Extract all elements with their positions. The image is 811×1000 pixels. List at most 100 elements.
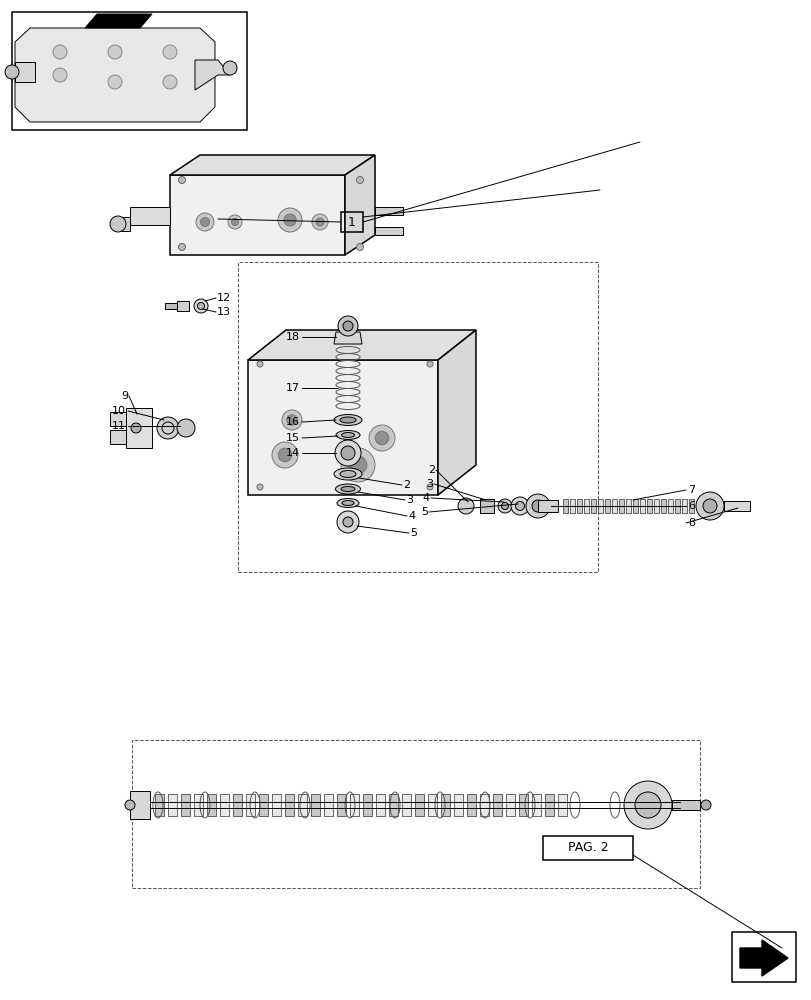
Circle shape — [223, 61, 237, 75]
Text: 3: 3 — [406, 495, 413, 505]
Polygon shape — [639, 499, 644, 513]
Bar — [12, 12, 247, 130]
Circle shape — [286, 415, 297, 425]
Text: 3: 3 — [426, 479, 432, 489]
Circle shape — [623, 781, 672, 829]
Circle shape — [284, 214, 296, 226]
Ellipse shape — [336, 430, 359, 440]
Text: 18: 18 — [285, 332, 299, 342]
Polygon shape — [109, 412, 126, 426]
Circle shape — [700, 800, 710, 810]
Text: 12: 12 — [217, 293, 231, 303]
Polygon shape — [375, 227, 402, 235]
Polygon shape — [177, 301, 189, 311]
Text: 14: 14 — [285, 448, 299, 458]
Circle shape — [131, 423, 141, 433]
Polygon shape — [259, 794, 268, 816]
Polygon shape — [155, 794, 164, 816]
Circle shape — [178, 243, 185, 250]
Polygon shape — [437, 330, 475, 495]
Polygon shape — [590, 499, 595, 513]
Polygon shape — [667, 499, 672, 513]
Circle shape — [342, 321, 353, 331]
Ellipse shape — [333, 414, 362, 426]
Ellipse shape — [341, 432, 354, 438]
Ellipse shape — [335, 484, 360, 494]
Circle shape — [335, 440, 361, 466]
Polygon shape — [618, 499, 623, 513]
Bar — [132, 740, 699, 888]
Polygon shape — [427, 794, 436, 816]
Text: 15: 15 — [285, 433, 299, 443]
Polygon shape — [130, 207, 169, 225]
Polygon shape — [569, 499, 574, 513]
Circle shape — [342, 517, 353, 527]
Polygon shape — [625, 499, 630, 513]
Polygon shape — [646, 499, 651, 513]
Text: 16: 16 — [285, 417, 299, 427]
Circle shape — [356, 243, 363, 250]
Circle shape — [195, 213, 214, 231]
Circle shape — [277, 208, 302, 232]
Polygon shape — [333, 332, 362, 344]
Circle shape — [53, 45, 67, 59]
Circle shape — [125, 800, 135, 810]
Circle shape — [281, 410, 302, 430]
Polygon shape — [130, 791, 150, 819]
Circle shape — [108, 45, 122, 59]
Polygon shape — [337, 794, 345, 816]
Circle shape — [497, 499, 512, 513]
Polygon shape — [577, 499, 581, 513]
Polygon shape — [247, 360, 437, 495]
Bar — [731, 932, 795, 982]
Circle shape — [272, 442, 298, 468]
Polygon shape — [220, 794, 229, 816]
Polygon shape — [120, 217, 130, 231]
Circle shape — [337, 316, 358, 336]
Circle shape — [257, 361, 263, 367]
Polygon shape — [168, 794, 177, 816]
Circle shape — [53, 68, 67, 82]
Circle shape — [200, 218, 209, 227]
Text: 6: 6 — [687, 501, 694, 511]
Polygon shape — [518, 794, 527, 816]
Circle shape — [163, 45, 177, 59]
Circle shape — [177, 419, 195, 437]
Circle shape — [349, 456, 367, 474]
Polygon shape — [350, 794, 358, 816]
Text: 13: 13 — [217, 307, 230, 317]
Polygon shape — [531, 794, 540, 816]
Polygon shape — [674, 499, 679, 513]
Ellipse shape — [337, 498, 358, 508]
Circle shape — [194, 299, 208, 313]
Circle shape — [695, 492, 723, 520]
Polygon shape — [414, 794, 423, 816]
Polygon shape — [169, 155, 375, 175]
Text: 2: 2 — [427, 465, 435, 475]
Circle shape — [515, 502, 524, 510]
Bar — [543, 836, 633, 860]
Polygon shape — [597, 499, 603, 513]
Circle shape — [197, 302, 204, 310]
Polygon shape — [604, 499, 609, 513]
Polygon shape — [181, 794, 190, 816]
Polygon shape — [479, 499, 493, 513]
Polygon shape — [169, 175, 345, 255]
Circle shape — [526, 494, 549, 518]
Polygon shape — [324, 794, 333, 816]
Polygon shape — [375, 794, 384, 816]
Polygon shape — [689, 499, 693, 513]
Polygon shape — [562, 499, 568, 513]
Ellipse shape — [340, 471, 355, 478]
Polygon shape — [207, 794, 216, 816]
Polygon shape — [311, 794, 320, 816]
Circle shape — [702, 499, 716, 513]
Circle shape — [375, 431, 388, 445]
Text: 4: 4 — [423, 493, 430, 503]
Text: 8: 8 — [687, 518, 694, 528]
Circle shape — [368, 425, 394, 451]
Polygon shape — [538, 500, 557, 512]
Circle shape — [315, 218, 324, 226]
Polygon shape — [505, 794, 514, 816]
Text: 5: 5 — [420, 507, 427, 517]
